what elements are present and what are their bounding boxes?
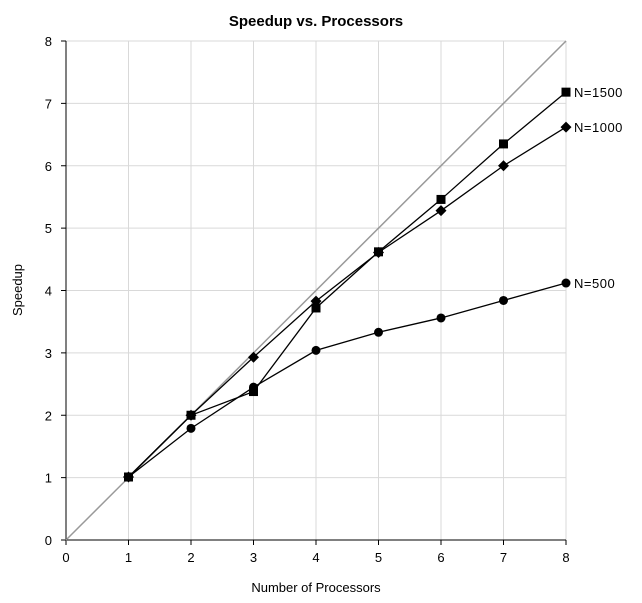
diamond-marker xyxy=(185,409,197,421)
y-tick-label: 2 xyxy=(45,408,52,423)
square-marker xyxy=(436,194,446,204)
x-tick-label: 7 xyxy=(500,550,507,565)
x-tick-label: 3 xyxy=(250,550,257,565)
x-tick-label: 2 xyxy=(187,550,194,565)
circle-marker xyxy=(436,313,446,323)
y-tick-label: 0 xyxy=(45,533,52,548)
circle-marker xyxy=(124,472,133,482)
circle-marker xyxy=(186,423,196,433)
series-n-1500: N=1500 xyxy=(124,85,623,482)
x-tick-label: 5 xyxy=(375,550,382,565)
y-tick-label: 6 xyxy=(45,159,52,174)
series-line xyxy=(128,91,567,478)
series-n-500: N=500 xyxy=(124,276,615,482)
x-tick-label: 8 xyxy=(562,550,569,565)
gridlines xyxy=(66,40,567,540)
circle-marker xyxy=(499,295,508,305)
tick-labels: 0 1 2 3 4 5 6 7 8 0 1 2 3 4 5 6 7 8 xyxy=(45,34,570,565)
x-tick-label: 6 xyxy=(437,550,444,565)
diamond-marker xyxy=(373,246,384,258)
x-tick-label: 4 xyxy=(312,550,319,565)
series-line xyxy=(128,126,567,478)
series-label: N=500 xyxy=(574,276,615,291)
square-marker xyxy=(311,303,321,313)
y-tick-label: 4 xyxy=(45,284,52,299)
circle-marker xyxy=(561,278,571,288)
diamond-marker xyxy=(435,205,447,217)
diamond-marker xyxy=(248,351,259,363)
y-axis-label: Speedup xyxy=(10,264,25,316)
y-tick-label: 1 xyxy=(45,471,52,486)
y-tick-label: 3 xyxy=(45,346,52,361)
square-marker xyxy=(499,139,508,149)
square-marker xyxy=(561,87,571,97)
y-tick-label: 7 xyxy=(45,96,52,111)
diamond-marker xyxy=(310,295,322,307)
series-label: N=1500 xyxy=(574,85,623,100)
diamond-marker xyxy=(498,160,509,172)
circle-marker xyxy=(374,327,383,337)
x-axis-label: Number of Processors xyxy=(251,580,381,595)
chart-title: Speedup vs. Processors xyxy=(229,13,403,30)
x-tick-label: 1 xyxy=(125,550,132,565)
data-series: N=1500 N=1000 N=500 xyxy=(123,85,623,483)
series-n-1000: N=1000 xyxy=(123,120,623,483)
y-tick-label: 5 xyxy=(45,221,52,236)
circle-marker xyxy=(249,382,258,392)
x-tick-label: 0 xyxy=(62,550,69,565)
axes xyxy=(61,40,567,545)
y-tick-label: 8 xyxy=(45,34,52,49)
series-label: N=1000 xyxy=(574,120,623,135)
series-line xyxy=(128,282,567,478)
diamond-marker xyxy=(560,121,572,133)
circle-marker xyxy=(311,345,321,355)
